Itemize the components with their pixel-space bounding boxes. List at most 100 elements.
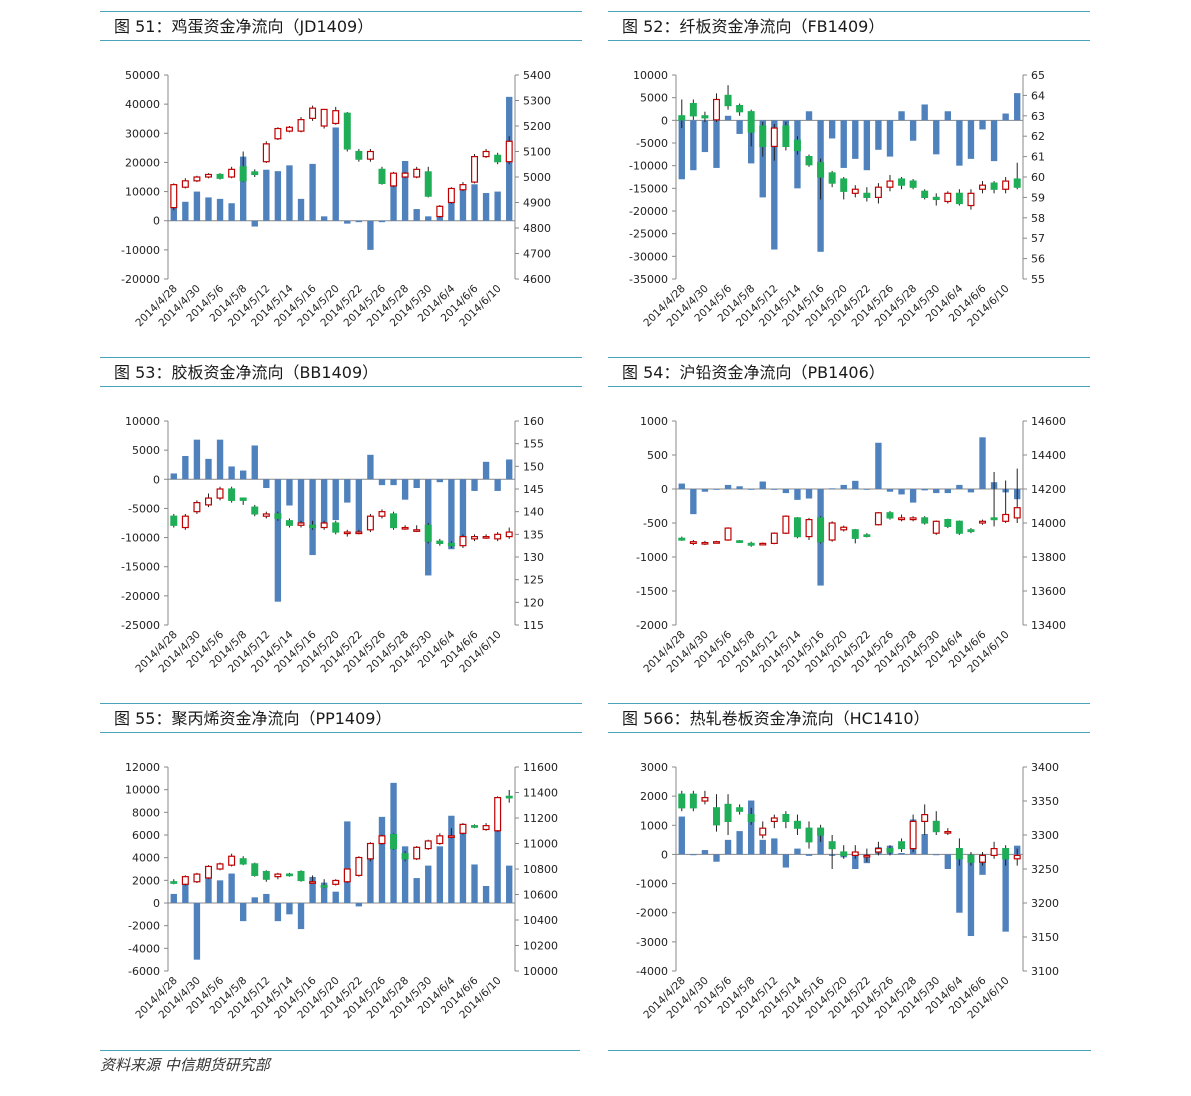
price-candle: [297, 119, 305, 132]
fund-flow-bar: [759, 839, 766, 855]
right-tick-label: 10400: [523, 914, 558, 927]
left-tick-label: 10000: [633, 69, 668, 82]
price-candle: [343, 531, 351, 535]
price-candle: [944, 192, 952, 203]
price-candle: [805, 519, 813, 538]
right-tick-label: 140: [523, 506, 544, 519]
fund-flow-bar: [436, 846, 443, 903]
price-candle: [689, 102, 697, 117]
fund-flow-bar: [459, 190, 467, 221]
price-candle: [851, 851, 859, 857]
fund-flow-bar: [979, 437, 986, 489]
price-candle: [378, 511, 386, 517]
price-candle: [828, 172, 836, 184]
price-candle: [990, 847, 998, 856]
fund-flow-bar: [956, 854, 963, 913]
right-tick-label: 11400: [523, 787, 558, 800]
price-candle: [297, 522, 305, 526]
chart-panel-fb1409: 图 52：纤板资金净流向（FB1409） -35000 -30000 -25000-…: [608, 0, 1090, 345]
left-tick-label: -3000: [636, 936, 668, 949]
left-tick-label: -20000: [121, 273, 160, 286]
fund-flow-bar: [909, 120, 917, 141]
fund-flow-bar: [990, 120, 998, 162]
price-candle: [1013, 507, 1021, 519]
price-candle: [840, 178, 848, 192]
right-tick-label: 13400: [1031, 619, 1066, 632]
price-candle: [216, 173, 224, 179]
left-tick-label: 10000: [125, 186, 160, 199]
price-candle: [390, 513, 398, 529]
fund-flow-bar: [736, 486, 743, 489]
fund-flow-bar: [263, 169, 270, 221]
price-candle: [979, 854, 987, 863]
fund-flow-bar: [448, 479, 455, 550]
price-candle: [193, 176, 201, 182]
left-tick-label: 0: [661, 483, 668, 496]
fund-flow-bar: [794, 489, 801, 500]
price-candle: [874, 512, 882, 526]
left-tick-label: 50000: [125, 69, 160, 82]
right-tick-label: 4800: [523, 222, 551, 235]
fund-flow-bar: [482, 886, 490, 903]
price-candle: [251, 171, 259, 176]
price-candle: [817, 827, 825, 836]
fund-flow-chart-bb1409: -25000 -20000 -15000 -10000 -5000 0 5000 10000 1…: [121, 415, 544, 675]
right-tick-label: 60: [1031, 171, 1045, 184]
price-candle: [204, 865, 212, 879]
price-candle: [332, 522, 340, 533]
price-candle: [482, 536, 490, 539]
price-candle: [955, 520, 963, 534]
price-candle: [712, 98, 720, 121]
right-tick-label: 5400: [523, 69, 551, 82]
price-candle: [239, 858, 247, 865]
price-candle: [967, 854, 975, 863]
left-tick-label: -10000: [629, 160, 668, 173]
fund-flow-bar: [413, 878, 420, 903]
price-candle: [228, 855, 236, 866]
left-tick-label: -25000: [121, 619, 160, 632]
fund-flow-bar: [805, 111, 813, 121]
fund-flow-bar: [240, 156, 247, 221]
fund-flow-bar: [690, 489, 697, 515]
fund-flow-chart-hc1410: -4000 -3000 -2000 -1000 0 1000 2000 3000 3100 315…: [636, 761, 1059, 1021]
fund-flow-bar: [828, 488, 836, 490]
fund-flow-bar: [701, 850, 709, 855]
right-tick-label: 11200: [523, 812, 558, 825]
price-candle: [1002, 847, 1010, 860]
price-candle: [979, 520, 987, 524]
fund-flow-bar: [367, 220, 374, 250]
price-candle: [921, 190, 929, 198]
left-tick-label: -1000: [636, 551, 668, 564]
fund-flow-chart-pp1409: -6000 -4000 -2000 0 2000 4000 6000 8000 10000 120…: [125, 761, 558, 1021]
fund-flow-bar: [863, 489, 871, 490]
left-tick-label: 0: [661, 848, 668, 861]
fund-flow-bar: [286, 165, 293, 221]
fund-flow-bar: [690, 854, 697, 856]
price-candle: [759, 827, 767, 836]
source-note: 资料来源 中信期货研究部: [100, 1056, 270, 1074]
price-candle: [990, 182, 998, 190]
price-candle: [944, 830, 952, 834]
left-tick-label: -10000: [121, 244, 160, 257]
left-tick-label: 3000: [640, 761, 668, 774]
price-candle: [770, 817, 778, 823]
price-candle: [736, 807, 744, 812]
fund-flow-bar: [759, 481, 766, 489]
fund-flow-bar: [771, 838, 778, 855]
price-candle: [297, 870, 305, 882]
price-candle: [262, 143, 270, 163]
chart-panel-bb1409: 图 53：胶板资金净流向（BB1409） -25000 -20000 -15000-…: [100, 346, 582, 691]
right-tick-label: 4700: [523, 248, 551, 261]
price-candle: [413, 168, 421, 178]
price-candle: [724, 803, 732, 823]
fund-flow-bar: [794, 848, 801, 855]
price-candle: [459, 536, 467, 547]
price-candle: [851, 188, 859, 194]
fund-flow-bar: [344, 479, 351, 503]
fund-flow-bar: [678, 816, 685, 855]
price-candle: [840, 851, 848, 857]
price-candle: [828, 522, 836, 541]
price-candle: [1013, 178, 1021, 188]
left-tick-label: -4000: [636, 965, 668, 978]
price-candle: [817, 162, 825, 178]
